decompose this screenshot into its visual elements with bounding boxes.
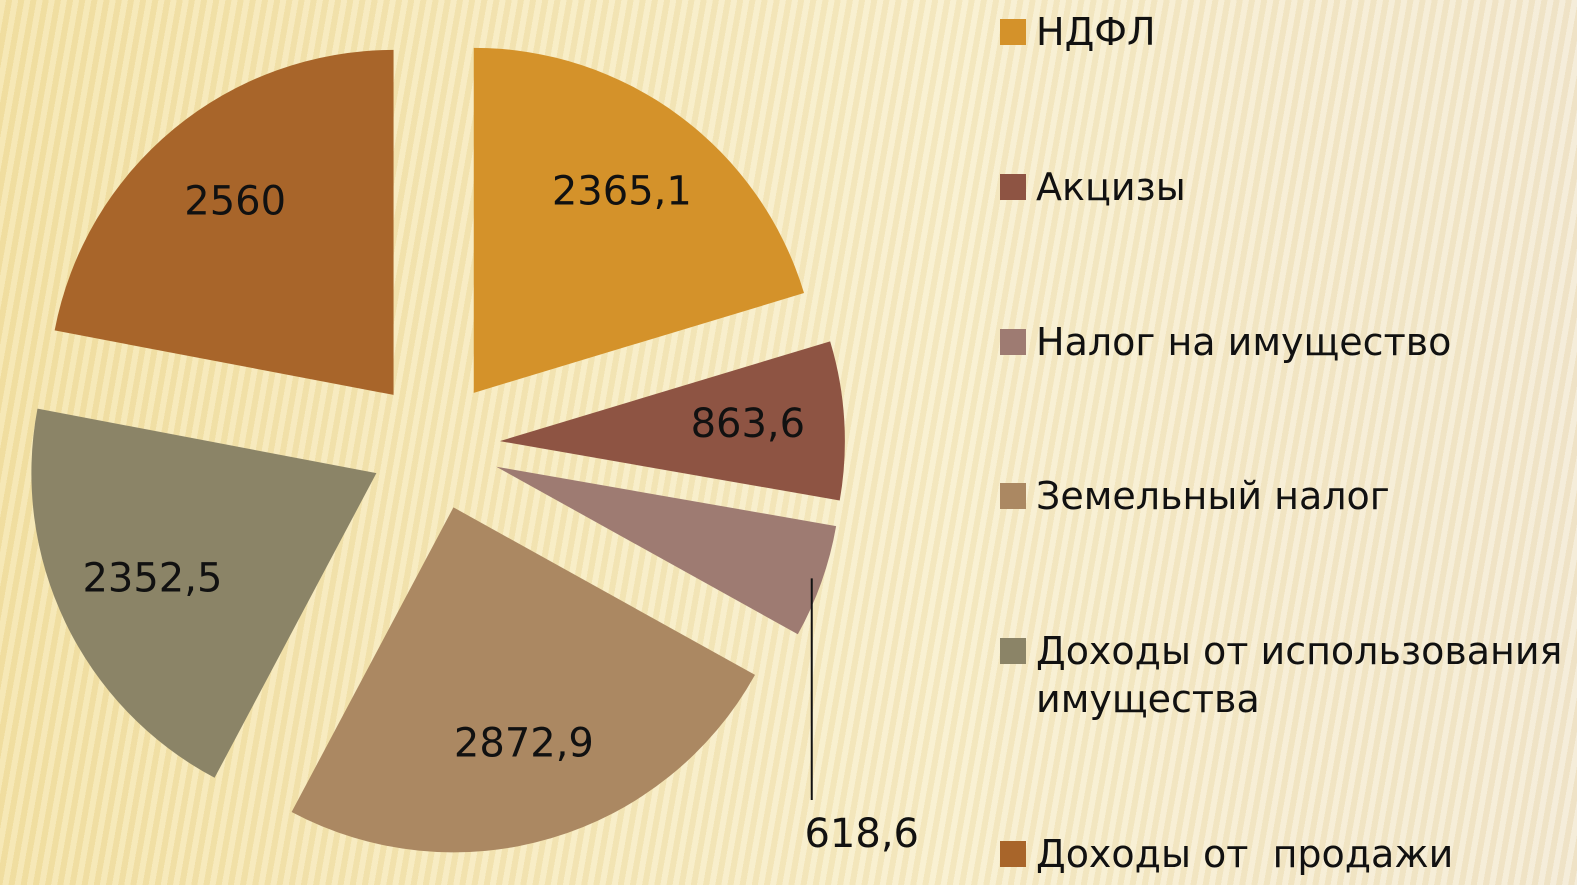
legend-item: Налог на имущество: [1000, 318, 1570, 366]
legend: НДФЛ Акцизы Налог на имущество Земельный на…: [1000, 8, 1570, 878]
legend-swatch: [1000, 483, 1026, 510]
pie-slice: [499, 341, 845, 501]
pie-slice: [496, 466, 837, 635]
legend-swatch: [1000, 19, 1026, 45]
chart: 2365,1 863,6 618,6 2872,9 2352,5 2560: [31, 47, 919, 857]
data-label: 863,6: [691, 401, 806, 447]
pie-slice: [54, 49, 394, 395]
legend-label: НДФЛ: [1036, 10, 1156, 54]
pie-slice: [31, 408, 377, 778]
legend-item: Акцизы: [1000, 163, 1570, 211]
data-label: 2872,9: [454, 721, 594, 767]
legend-swatch: [1000, 840, 1026, 867]
legend-label: Акцизы: [1036, 164, 1186, 209]
legend-swatch: [1000, 173, 1026, 200]
data-label: 2352,5: [82, 556, 222, 602]
legend-item: Доходы от продажи: [1000, 830, 1570, 878]
legend-swatch: [1000, 638, 1026, 665]
legend-label: Доходы от использования имущества: [1036, 629, 1575, 722]
data-label: 2365,1: [552, 168, 692, 214]
pie-slice: [291, 507, 756, 853]
legend-label: Налог на имущество: [1036, 319, 1452, 364]
legend-label: Доходы от продажи: [1036, 831, 1454, 876]
data-label: 618,6: [804, 811, 919, 857]
legend-swatch: [1000, 328, 1026, 355]
legend-item: Доходы от использования имущества: [1000, 627, 1570, 723]
pie-slice: [473, 47, 805, 393]
data-label: 2560: [184, 179, 286, 225]
legend-item: Земельный налог: [1000, 472, 1570, 520]
legend-label: Земельный налог: [1036, 474, 1390, 519]
legend-item: НДФЛ: [1000, 8, 1570, 56]
